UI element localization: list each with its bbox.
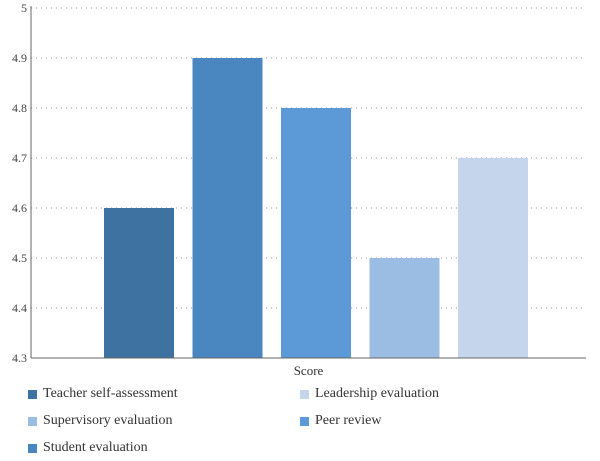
bars xyxy=(104,58,528,358)
legend-label: Student evaluation xyxy=(43,440,148,455)
legend-label: Leadership evaluation xyxy=(315,386,440,401)
x-axis-title: Score xyxy=(294,363,324,378)
legend-label: Teacher self-assessment xyxy=(43,386,178,401)
legend-item-teacher-self-assessment: Teacher self-assessment xyxy=(28,386,178,402)
legend-item-student-evaluation: Student evaluation xyxy=(28,440,148,456)
bar-leadership-evaluation xyxy=(458,158,528,358)
y-tick-label: 4.8 xyxy=(12,101,27,115)
y-tick-label: 4.3 xyxy=(12,351,27,365)
legend-swatch xyxy=(28,389,37,399)
y-tick-label: 4.9 xyxy=(12,51,27,65)
y-tick-label: 4.4 xyxy=(12,301,27,315)
legend-swatch xyxy=(28,416,37,426)
legend-swatch xyxy=(300,389,309,399)
y-tick-label: 5 xyxy=(21,1,27,15)
bar-teacher-self-assessment xyxy=(104,208,174,358)
bar-chart: 5 4.9 4.8 4.7 4.6 4.5 4.4 4.3 Score xyxy=(12,1,586,378)
legend-label: Peer review xyxy=(315,413,382,428)
legend-item-leadership-evaluation: Leadership evaluation xyxy=(300,386,439,402)
y-axis-ticks: 5 4.9 4.8 4.7 4.6 4.5 4.4 4.3 xyxy=(12,1,27,365)
legend-item-peer-review: Peer review xyxy=(300,413,381,429)
legend-swatch xyxy=(300,416,309,426)
y-tick-label: 4.6 xyxy=(12,201,27,215)
legend-swatch xyxy=(28,443,37,453)
legend-label: Supervisory evaluation xyxy=(43,413,173,428)
legend-item-supervisory-evaluation: Supervisory evaluation xyxy=(28,413,172,429)
y-tick-label: 4.7 xyxy=(12,151,27,165)
bar-supervisory-evaluation xyxy=(369,258,440,358)
bar-peer-review xyxy=(281,108,351,358)
y-tick-label: 4.5 xyxy=(12,251,27,265)
bar-student-evaluation xyxy=(192,58,263,358)
